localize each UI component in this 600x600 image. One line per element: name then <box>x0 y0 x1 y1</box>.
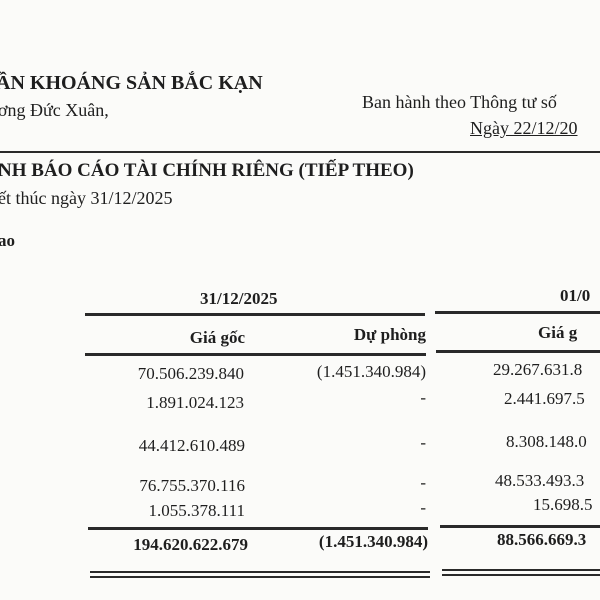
cost-cell: 70.506.239.840 <box>137 364 244 383</box>
double-rule <box>442 574 600 576</box>
rule <box>85 313 425 316</box>
cost-cell: 44.412.610.489 <box>138 436 245 455</box>
header-divider <box>0 151 600 153</box>
regulation-date: Ngày 22/12/20 <box>470 118 578 138</box>
report-period: ết thúc ngày 31/12/2025 <box>0 188 173 208</box>
provision-cell: - <box>420 498 426 517</box>
double-rule <box>442 569 600 571</box>
col-provision-header: Dự phòng <box>353 325 426 344</box>
cost-cell: 1.891.024.123 <box>146 393 244 412</box>
cost2-cell: 2.441.697.5 <box>504 389 585 408</box>
cost2-cell: 8.308.148.0 <box>506 432 587 451</box>
provision-cell: (1.451.340.984) <box>316 362 426 381</box>
total-cost2: 88.566.669.3 <box>497 530 587 549</box>
cost-cell: 76.755.370.116 <box>139 476 245 495</box>
section-title: ao <box>0 231 15 250</box>
cost2-cell: 29.267.631.8 <box>493 360 583 379</box>
cost2-cell: 15.698.5 <box>533 495 593 514</box>
rule <box>88 527 428 530</box>
total-cost: 194.620.622.679 <box>133 535 248 554</box>
rule <box>435 311 600 314</box>
rule <box>436 350 600 353</box>
cost2-cell: 48.533.493.3 <box>495 471 585 490</box>
rule <box>440 525 600 528</box>
double-rule <box>90 571 430 573</box>
period1-header: 31/12/2025 <box>200 289 278 308</box>
provision-cell: - <box>420 473 426 492</box>
company-name: ẦN KHOÁNG SẢN BẮC KẠN <box>0 72 263 94</box>
double-rule <box>90 576 430 578</box>
company-address: ơng Đức Xuân, <box>0 100 109 120</box>
col-cost2-header: Giá g <box>538 323 578 342</box>
regulation-text: Ban hành theo Thông tư số <box>362 92 557 112</box>
rule <box>85 353 426 356</box>
cost-cell: 1.055.378.111 <box>148 501 246 520</box>
total-provision: (1.451.340.984) <box>318 532 428 551</box>
provision-cell: - <box>420 433 426 452</box>
col-cost-header: Giá gốc <box>189 328 245 347</box>
provision-cell: - <box>420 388 426 407</box>
period2-header: 01/0 <box>560 286 591 305</box>
report-title: NH BÁO CÁO TÀI CHÍNH RIÊNG (TIẾP THEO) <box>0 160 414 181</box>
